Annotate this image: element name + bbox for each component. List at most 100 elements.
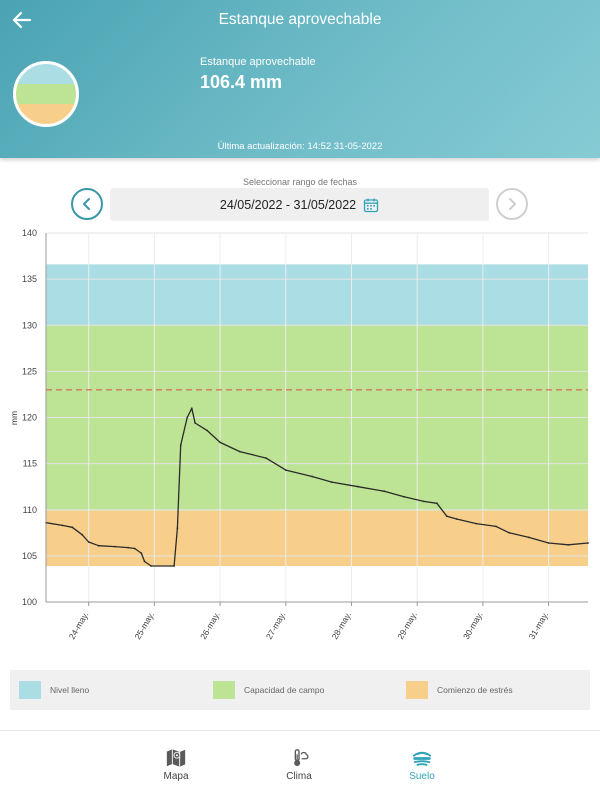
metric-value: 106.4 mm [200, 72, 283, 92]
chart-band-stress [46, 510, 588, 567]
series-point [284, 469, 287, 471]
series-point [436, 502, 438, 505]
chevron-left-icon [83, 198, 90, 210]
series-point [311, 475, 313, 478]
series-point [357, 485, 359, 488]
x-tick-label: 31-may. [527, 610, 551, 641]
nav-label-soil: Suelo [409, 771, 435, 782]
series-point [194, 422, 197, 424]
series-point [114, 545, 116, 548]
series-point [383, 490, 386, 493]
y-tick-label: 130 [22, 320, 37, 330]
metric-label: Estanque aprovechable [200, 56, 316, 68]
chart-band-full [46, 264, 588, 326]
series-point [206, 429, 208, 432]
series-point [150, 565, 153, 567]
date-range-selector[interactable]: 24/05/2022 - 31/05/2022 [110, 188, 489, 221]
map-icon [166, 749, 186, 767]
legend-swatch-stress [406, 681, 428, 699]
x-tick-label: 24-may. [67, 610, 91, 641]
page-title: Estanque aprovechable [218, 11, 382, 28]
series-point [143, 560, 146, 563]
tank-level-avatar [13, 61, 79, 127]
series-point [567, 543, 570, 546]
series-point [97, 544, 100, 547]
series-point [495, 525, 497, 528]
series-point [133, 547, 136, 550]
x-tick-label: 28-may. [330, 610, 354, 641]
thermometer-icon [294, 749, 309, 767]
series-point [587, 542, 589, 544]
bottom-navigation: Mapa Clima Suelo [0, 730, 600, 800]
previous-range-button[interactable] [71, 188, 103, 220]
series-point [422, 500, 425, 503]
chart-svg: 100 105 110 115 120 125 130 135 140 24-may. 25-ma… [9, 228, 589, 641]
legend-swatch-field-capacity [213, 681, 235, 699]
chart-legend: Nivel lleno Capacidad de campo Comienzo … [10, 670, 590, 710]
legend-label-field-capacity: Capacidad de campo [244, 685, 325, 695]
date-range-caption: Seleccionar rango de fechas [242, 177, 358, 187]
y-tick-label: 135 [22, 274, 37, 284]
series-point [508, 531, 511, 534]
x-tick-label: 29-may. [395, 610, 419, 641]
x-tick-label: 30-may. [461, 610, 485, 641]
back-arrow-icon [12, 11, 32, 29]
y-tick-label: 140 [22, 228, 37, 238]
header: Estanque aprovechable Estanque aprovecha… [0, 0, 600, 158]
y-axis-label: mm [9, 411, 19, 425]
nav-label-map: Mapa [163, 771, 189, 782]
series-point [238, 450, 241, 453]
series-point [186, 416, 189, 419]
series-point [61, 524, 64, 527]
series-point [547, 542, 550, 544]
back-button[interactable] [10, 8, 34, 32]
next-range-button[interactable] [496, 188, 528, 220]
series-point [403, 495, 405, 498]
legend-swatch-full [19, 681, 41, 699]
series-point [81, 533, 83, 536]
series-point [528, 536, 530, 539]
series-point [87, 541, 90, 543]
series-point [475, 522, 478, 525]
avatar-band-full [16, 64, 76, 84]
last-update-text: Última actualización: 14:52 31-05-2022 [217, 141, 383, 152]
series-point [176, 527, 179, 530]
y-tick-label: 105 [22, 551, 37, 561]
chevron-right-icon [509, 198, 516, 210]
y-tick-label: 110 [23, 505, 37, 515]
avatar-band-stress [16, 103, 76, 124]
x-tick-label: 27-may. [264, 610, 288, 641]
series-point [140, 552, 143, 554]
calendar-icon [363, 197, 379, 213]
series-point [265, 457, 267, 459]
series-point [219, 441, 222, 444]
series-point [190, 407, 193, 410]
legend-item-full: Nivel lleno [19, 680, 89, 700]
x-tick-label: 26-may. [198, 610, 222, 641]
water-storage-chart: 100 105 110 115 120 125 130 135 140 24-may. 25-ma… [0, 222, 600, 662]
series-point [330, 481, 333, 483]
legend-item-field-capacity: Capacidad de campo [213, 680, 324, 700]
series-point [173, 565, 176, 567]
nav-tab-soil[interactable]: Suelo [382, 747, 462, 789]
nav-tab-map[interactable]: Mapa [136, 747, 216, 789]
series-point [445, 515, 448, 518]
series-point [179, 444, 182, 447]
legend-item-stress: Comienzo de estrés [406, 680, 513, 700]
series-point [455, 518, 458, 520]
nav-label-weather: Clima [286, 771, 312, 782]
date-range-value: 24/05/2022 - 31/05/2022 [219, 197, 357, 212]
soil-icon [412, 751, 432, 766]
legend-label-full: Nivel lleno [50, 685, 90, 695]
legend-label-stress: Comienzo de estrés [437, 685, 513, 695]
y-tick-label: 125 [22, 366, 37, 376]
y-tick-label: 120 [22, 413, 37, 423]
nav-tab-weather[interactable]: Clima [259, 747, 339, 789]
x-tick-label: 25-may. [132, 610, 156, 641]
avatar-band-field [16, 83, 76, 104]
y-tick-label: 115 [23, 459, 37, 469]
series-point [71, 526, 74, 529]
y-tick-label: 100 [22, 597, 37, 607]
series-point [127, 546, 129, 549]
